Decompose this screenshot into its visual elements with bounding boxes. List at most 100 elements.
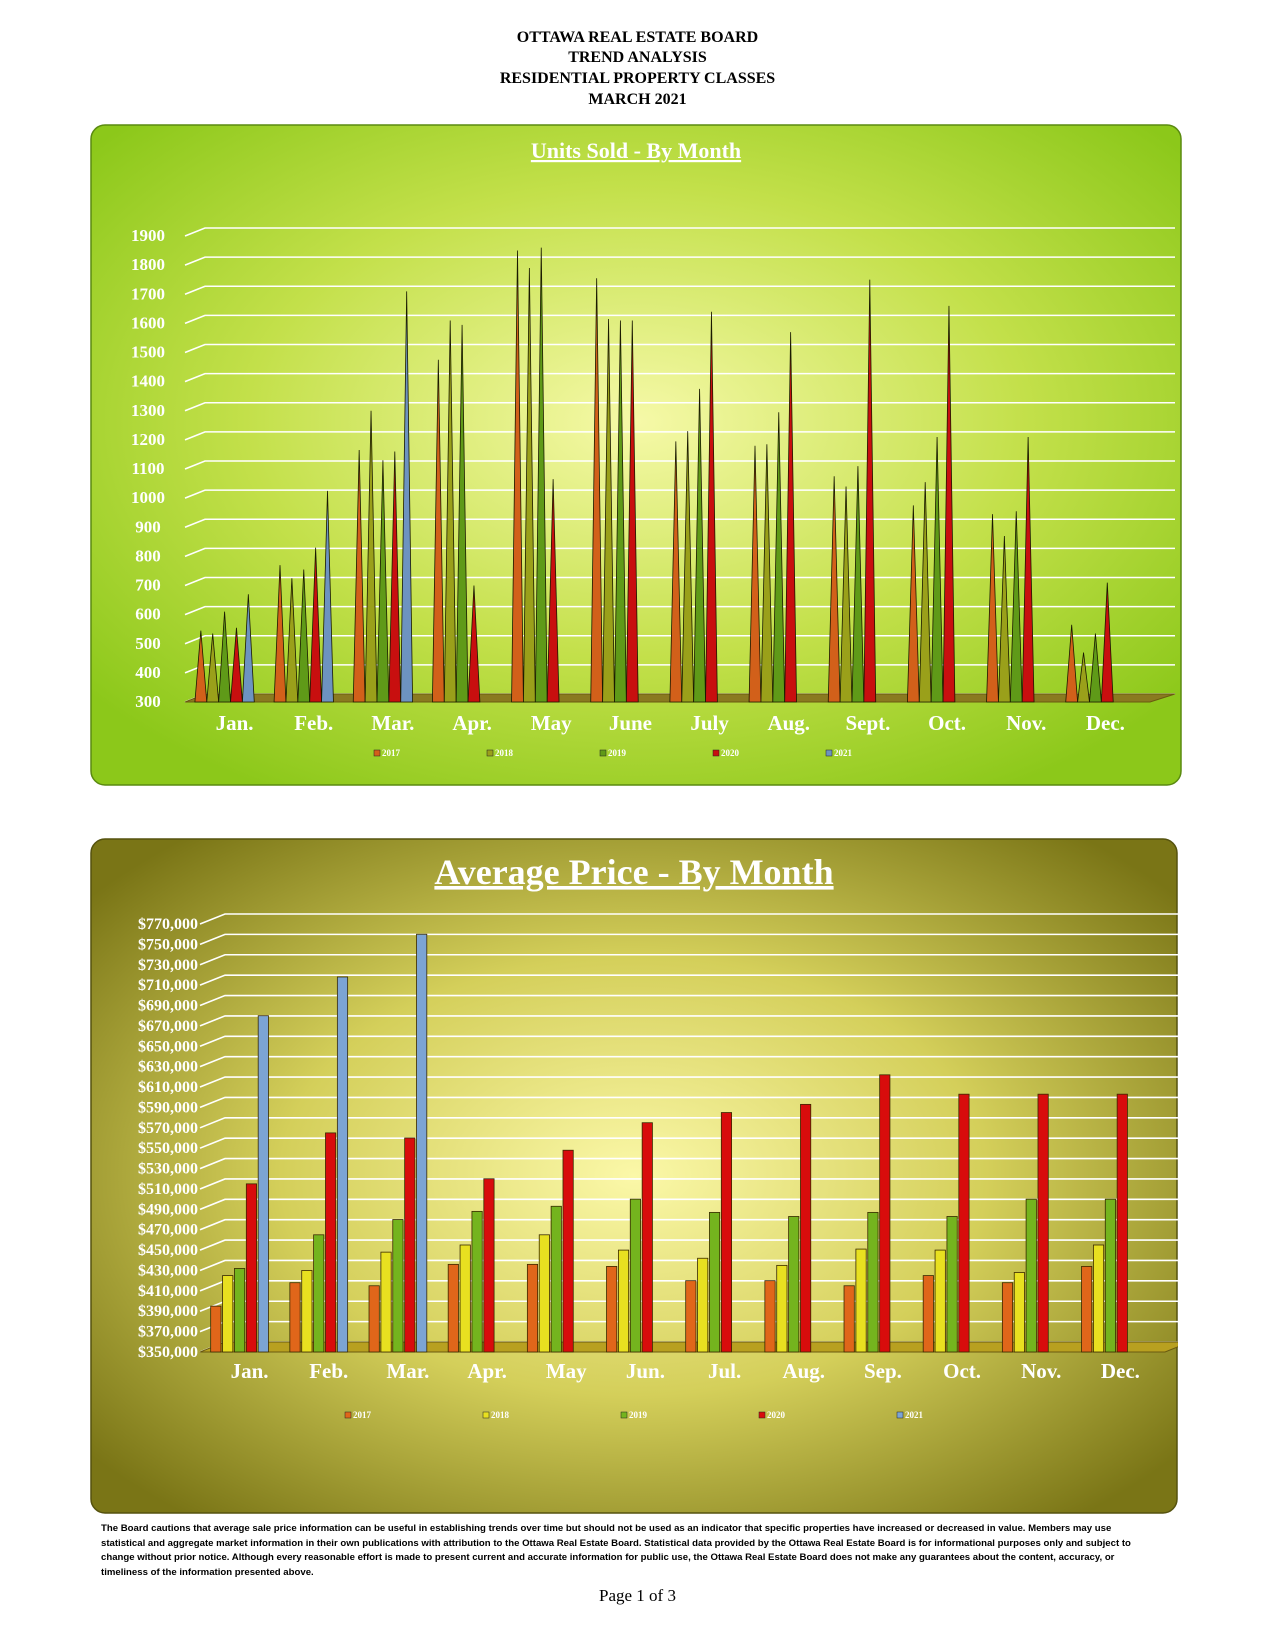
cone	[1021, 436, 1035, 703]
grid-line	[184, 547, 1175, 558]
bar	[788, 1216, 800, 1353]
cone	[511, 250, 524, 703]
y-tick-label: 300	[135, 692, 161, 711]
bar	[946, 1216, 958, 1353]
cone	[455, 324, 469, 703]
legend-swatch	[825, 749, 833, 757]
grid-line	[199, 1015, 1178, 1027]
grid-line	[184, 431, 1175, 441]
y-tick-label: 1000	[131, 488, 165, 507]
bar	[447, 1263, 459, 1353]
grid-line	[199, 1137, 1178, 1149]
grid-line	[199, 953, 1178, 966]
y-tick-label: $370,000	[138, 1324, 198, 1341]
x-tick-label: May	[546, 1359, 587, 1383]
grid-line	[199, 1096, 1178, 1109]
cone	[352, 450, 366, 703]
x-tick-label: Sept.	[845, 711, 890, 735]
y-tick-label: 1100	[131, 459, 164, 478]
bar	[336, 976, 349, 1353]
cone	[523, 268, 536, 703]
grid-line	[184, 227, 1175, 237]
cone	[681, 431, 695, 703]
cone	[194, 630, 208, 703]
cone	[241, 594, 255, 703]
cone	[443, 320, 457, 703]
cone	[998, 535, 1011, 703]
grid-line	[184, 372, 1175, 383]
units-chart: Units Sold - By Month 300 400 500 600 700 800…	[90, 124, 1182, 786]
bar	[764, 1280, 776, 1353]
bar	[404, 1137, 416, 1353]
cone	[400, 291, 414, 703]
cone	[590, 278, 604, 703]
y-tick-label: 400	[135, 663, 161, 682]
cone	[206, 633, 220, 703]
bar	[210, 1305, 222, 1353]
legend-swatch	[620, 1411, 628, 1419]
x-tick-label: Mar.	[386, 1359, 429, 1383]
header-line: MARCH 2021	[588, 91, 687, 108]
cone	[827, 476, 841, 703]
x-tick-label: Aug.	[782, 1359, 825, 1383]
y-tick-label: 1500	[131, 343, 165, 362]
bar	[1025, 1198, 1037, 1353]
y-tick-label: 1900	[131, 226, 165, 245]
cone	[863, 279, 877, 703]
bar	[289, 1282, 301, 1353]
bar	[776, 1264, 788, 1353]
legend-swatch	[712, 749, 720, 757]
x-tick-label: Jan.	[216, 711, 254, 735]
x-tick-label: Jul.	[708, 1359, 741, 1383]
cone	[376, 460, 390, 703]
grid-line	[199, 1117, 1178, 1129]
legend-label: 2021	[834, 748, 853, 758]
x-tick-label: Feb.	[309, 1359, 348, 1383]
y-tick-label: $390,000	[138, 1303, 198, 1320]
y-tick-label: $730,000	[138, 957, 198, 974]
bar	[416, 933, 428, 1353]
y-tick-label: $350,000	[138, 1344, 198, 1361]
legend-swatch	[344, 1411, 352, 1419]
bar	[709, 1211, 721, 1353]
y-tick-label: $610,000	[138, 1079, 198, 1096]
bar	[685, 1280, 697, 1353]
grid-line	[184, 576, 1175, 587]
legend-label: 2020	[721, 748, 740, 758]
y-tick-label: 900	[135, 517, 161, 536]
x-tick-label: Nov.	[1021, 1359, 1061, 1383]
y-tick-label: 1300	[131, 401, 165, 420]
x-tick-label: Feb.	[294, 711, 333, 735]
cone	[218, 611, 231, 703]
y-tick-label: 1200	[131, 430, 165, 449]
grid-line	[199, 1055, 1178, 1068]
bar	[538, 1234, 550, 1353]
bar	[313, 1234, 325, 1353]
grid-line	[184, 285, 1175, 295]
x-tick-label: Mar.	[371, 711, 414, 735]
cone	[851, 466, 865, 703]
y-tick-label: 1400	[131, 372, 165, 391]
chart-title: Units Sold - By Month	[531, 138, 741, 163]
bar	[720, 1112, 733, 1353]
grid-line	[184, 460, 1175, 470]
y-tick-label: 1700	[131, 284, 165, 303]
cone	[297, 569, 311, 703]
x-tick-label: Dec.	[1101, 1359, 1140, 1383]
cone	[906, 505, 920, 703]
header-line: RESIDENTIAL PROPERTY CLASSES	[499, 70, 776, 87]
x-tick-label: Aug.	[767, 711, 810, 735]
cone	[918, 482, 932, 703]
grid-line	[184, 401, 1175, 412]
cone	[285, 578, 299, 703]
y-tick-label: 700	[135, 576, 161, 595]
y-tick-label: $670,000	[138, 1018, 198, 1035]
y-tick-label: $590,000	[138, 1099, 198, 1116]
cone	[431, 359, 445, 703]
cone	[839, 486, 853, 703]
bar	[550, 1205, 562, 1353]
grid-line	[199, 1157, 1178, 1170]
x-tick-label: Dec.	[1086, 711, 1125, 735]
bar	[257, 1015, 269, 1353]
